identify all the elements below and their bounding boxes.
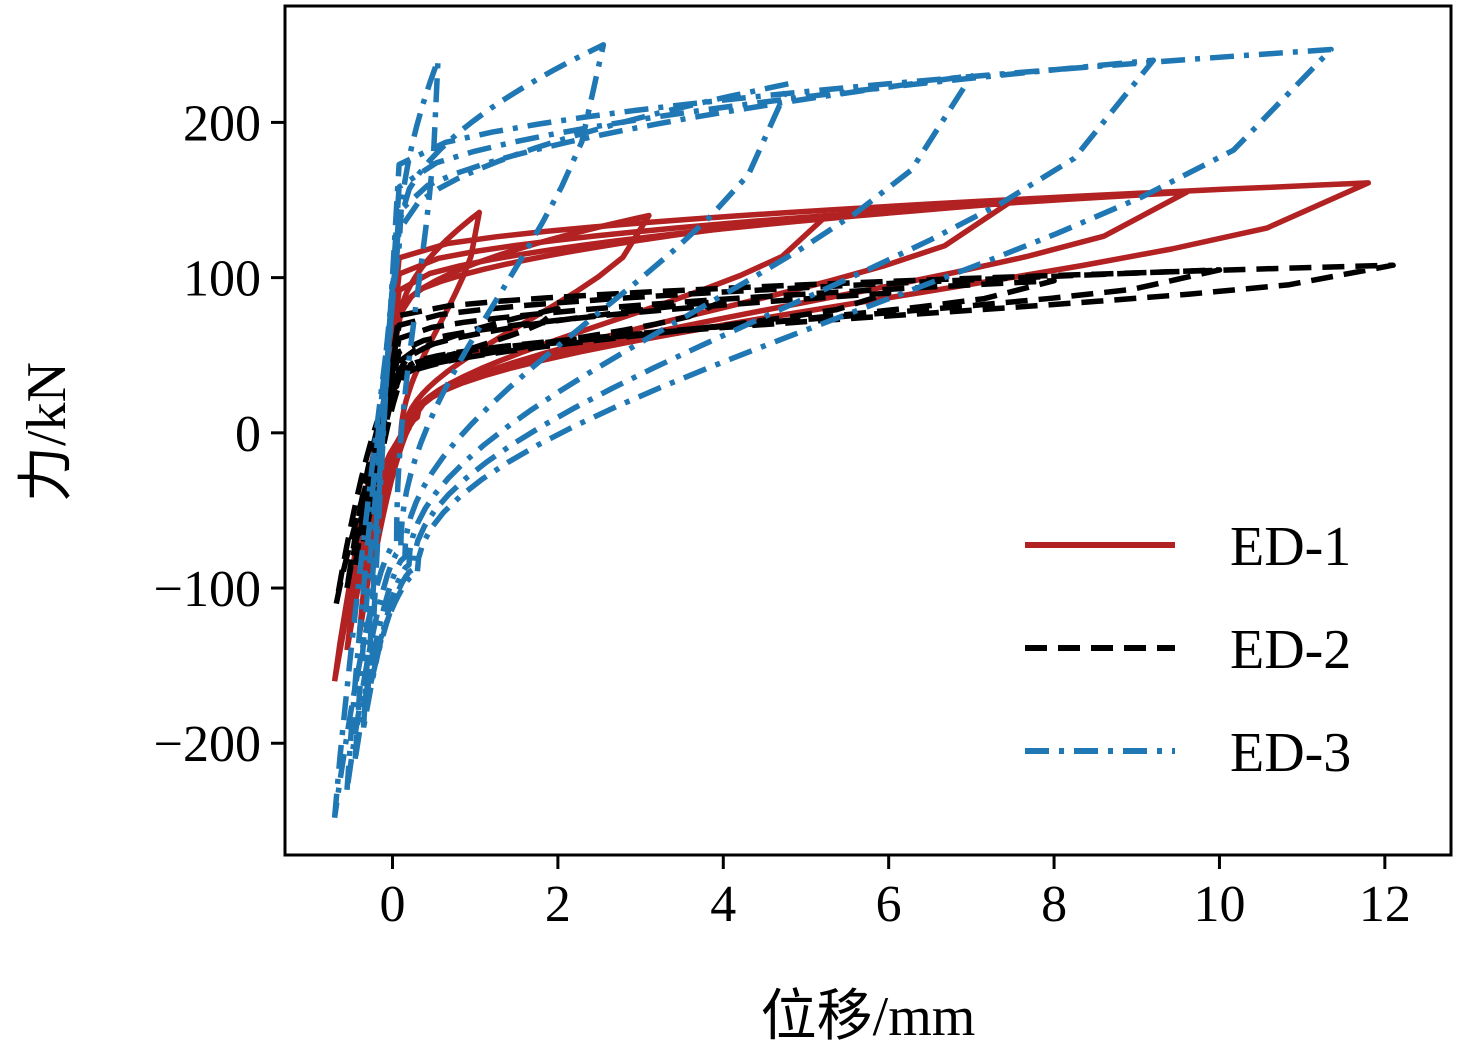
y-tick-label: 200	[183, 95, 261, 152]
x-tick-label: 10	[1193, 876, 1245, 933]
series-line	[369, 46, 1334, 667]
legend-label: ED-3	[1230, 722, 1351, 784]
series-line	[364, 189, 1190, 581]
series-line	[369, 180, 1372, 574]
series-line	[360, 200, 1012, 605]
x-tick-label: 12	[1359, 876, 1411, 933]
x-axis: 0 2 4 6 8 10 12	[380, 855, 1411, 933]
series-line	[360, 73, 975, 729]
y-tick-label: −100	[154, 561, 261, 618]
y-axis: −200 −100 0 100 200	[154, 95, 285, 773]
legend: ED-1 ED-2 ED-3	[1025, 516, 1351, 784]
y-tick-label: 0	[235, 406, 261, 463]
legend-label: ED-2	[1230, 619, 1351, 681]
series-line	[352, 80, 793, 760]
legend-label: ED-1	[1230, 516, 1351, 578]
x-tick-label: 2	[545, 876, 571, 933]
x-tick-label: 0	[380, 876, 406, 933]
y-tick-label: −200	[154, 716, 261, 773]
y-axis-label: 力/kN	[16, 362, 78, 502]
series-ed-1	[331, 180, 1372, 682]
series-line	[331, 57, 441, 819]
x-tick-label: 4	[710, 876, 736, 933]
series-line	[352, 290, 892, 566]
series-layer	[331, 42, 1396, 819]
x-tick-label: 6	[876, 876, 902, 933]
series-line	[364, 57, 1157, 698]
series-ed-3	[331, 42, 1334, 819]
x-tick-label: 8	[1041, 876, 1067, 933]
plot-frame	[283, 4, 1453, 857]
y-tick-label: 100	[183, 251, 261, 308]
x-axis-label: 位移/mm	[761, 986, 976, 1048]
